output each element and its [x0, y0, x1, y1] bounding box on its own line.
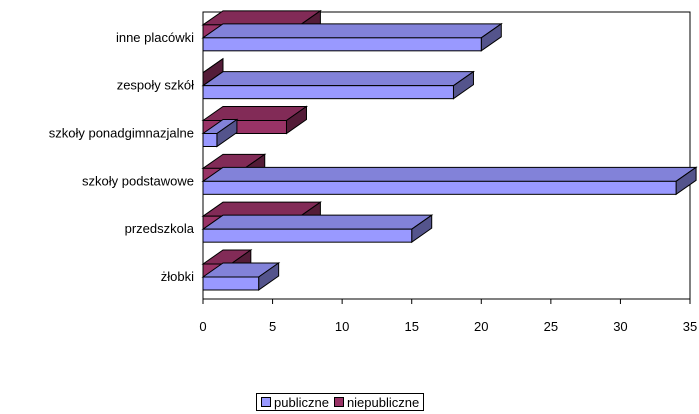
- bar-publiczne-inne-placowki-front: [202, 37, 482, 52]
- bar-publiczne-inne-placowki-top: [201, 23, 503, 39]
- category-label-zespoly-szkol: zespoły szkół: [117, 78, 194, 93]
- plot-frame: [202, 11, 691, 300]
- plot-area: [202, 11, 691, 300]
- category-label-przedszkola: przedszkola: [125, 221, 195, 236]
- bar-publiczne-szkoly-podstawowe-top: [201, 166, 698, 182]
- x-tick-label-25: 25: [544, 319, 558, 334]
- bar-publiczne-szkoly-ponadgimnazjalne: [201, 118, 239, 148]
- legend-swatch-publiczne: [261, 397, 271, 407]
- x-tick-label-5: 5: [269, 319, 276, 334]
- legend: publiczne niepubliczne: [256, 393, 425, 411]
- bar-publiczne-przedszkola-top: [201, 214, 434, 230]
- legend-label-publiczne: publiczne: [274, 394, 329, 410]
- bar-publiczne-zespoly-szkol: [201, 70, 476, 100]
- category-labels: inne placówki zespoły szkół szkoły ponadgi…: [49, 30, 195, 284]
- category-label-szkoly-ponadgimnazjalne: szkoły ponadgimnazjalne: [49, 126, 194, 141]
- bar-publiczne-zespoly-szkol-front: [202, 85, 454, 100]
- bar-publiczne-szkoly-ponadgimnazjalne-front: [202, 133, 218, 147]
- bar-publiczne-szkoly-podstawowe-front: [202, 180, 677, 195]
- x-tick-label-10: 10: [335, 319, 349, 334]
- category-label-szkoly-podstawowe: szkoły podstawowe: [82, 173, 194, 188]
- x-tick-labels: 0 5 10 15 20 25 30 35: [199, 319, 697, 334]
- x-tick-label-0: 0: [199, 319, 206, 334]
- category-label-inne-placowki: inne placówki: [116, 30, 194, 45]
- legend-item-niepubliczne: niepubliczne: [333, 394, 420, 410]
- legend-label-niepubliczne: niepubliczne: [346, 394, 420, 410]
- axes-layer: [202, 299, 691, 304]
- x-tick-label-15: 15: [404, 319, 418, 334]
- bar-publiczne-inne-placowki: [201, 22, 503, 52]
- bars-layer: [201, 9, 698, 291]
- bar-publiczne-przedszkola: [201, 214, 434, 244]
- bar-publiczne-zlobki-front: [202, 276, 260, 291]
- bar-publiczne-szkoly-podstawowe: [201, 166, 698, 196]
- bar-publiczne-zlobki: [201, 262, 281, 291]
- bar-publiczne-zespoly-szkol-top: [201, 71, 476, 87]
- bar-publiczne-przedszkola-front: [202, 228, 413, 243]
- x-tick-label-35: 35: [683, 319, 697, 334]
- x-tick-label-30: 30: [613, 319, 627, 334]
- x-tick-label-20: 20: [474, 319, 488, 334]
- category-label-zlobki: żłobki: [161, 269, 194, 284]
- legend-swatch-niepubliczne: [333, 397, 344, 407]
- legend-item-publiczne: publiczne: [261, 395, 329, 410]
